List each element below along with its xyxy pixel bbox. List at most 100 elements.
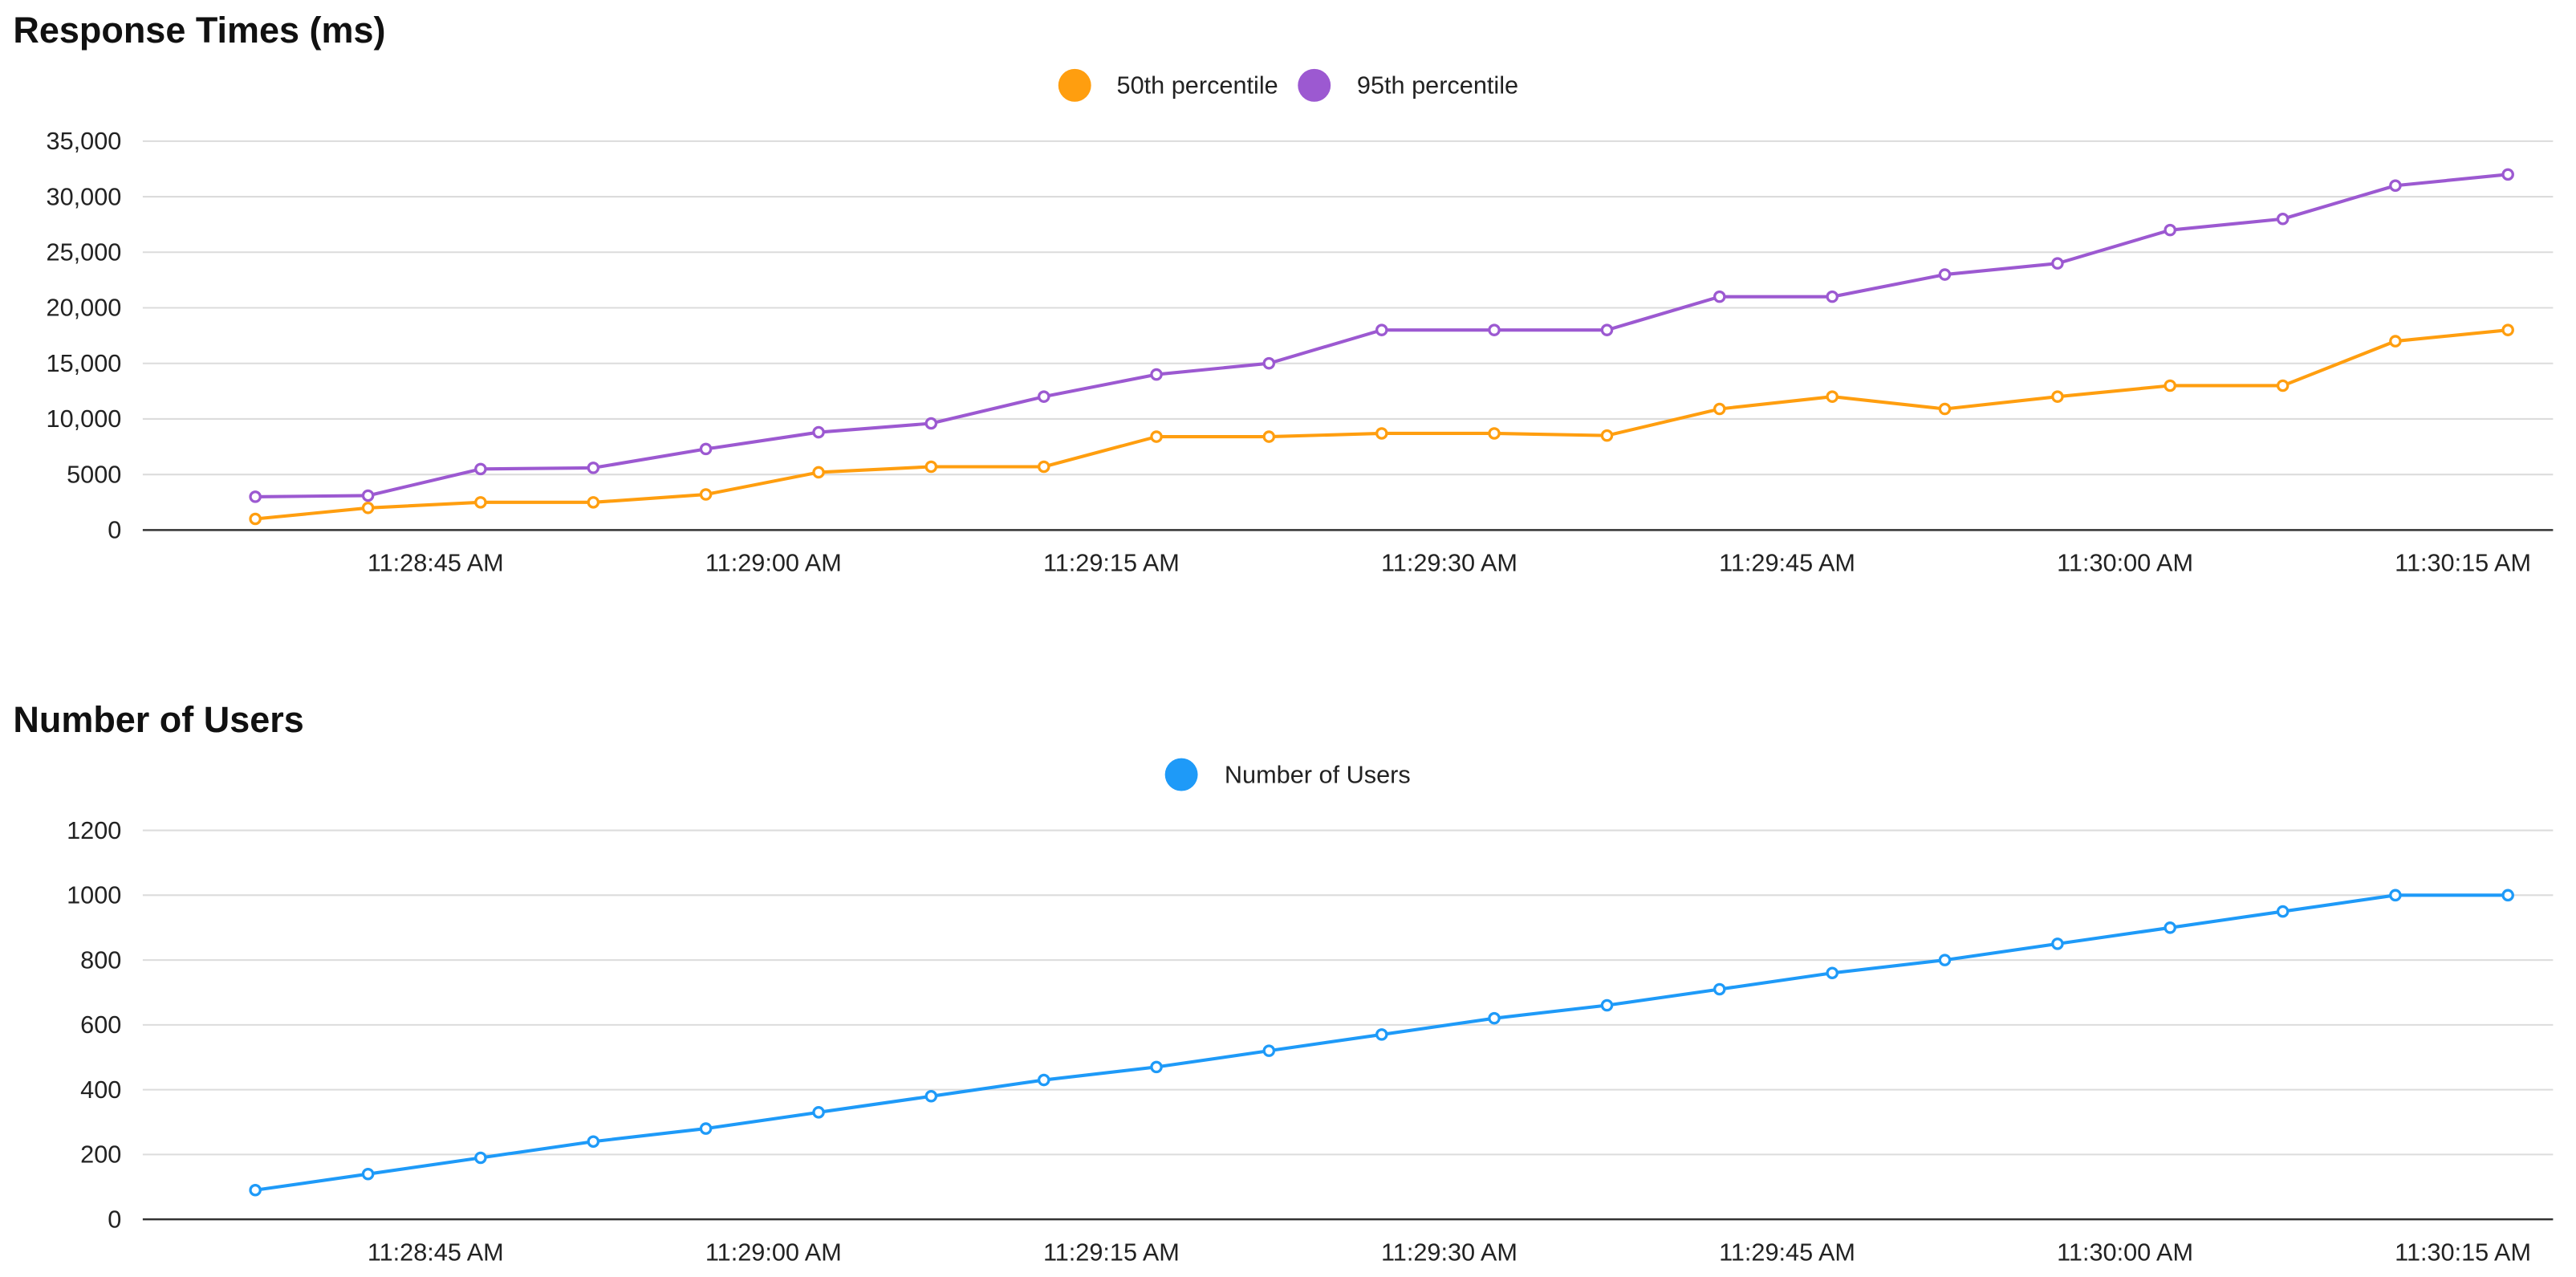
50th-percentile-point	[587, 496, 600, 509]
50th-percentile-point	[1375, 427, 1388, 440]
number-of-users-point	[361, 1167, 375, 1181]
legend-item-users[interactable]: Number of Users	[1165, 758, 1411, 791]
50th-percentile-point	[1262, 430, 1276, 443]
95th-percentile-point	[2276, 212, 2290, 226]
p95-legend-dot	[1298, 68, 1331, 102]
users-x-tick-label: 11:29:15 AM	[1043, 1238, 1180, 1266]
50th-percentile-line	[254, 328, 2509, 521]
50th-percentile-point	[361, 502, 375, 514]
number-of-users-point	[1262, 1044, 1276, 1057]
response-times-y-tick-label: 30,000	[47, 183, 122, 210]
50th-percentile-point	[2164, 379, 2176, 392]
users-y-tick-label: 1200	[67, 817, 121, 844]
number-of-users-point	[1038, 1073, 1050, 1087]
legend-label-users: Number of Users	[1224, 760, 1411, 789]
number-of-users-point	[1938, 954, 1952, 966]
response-times-y-tick-label: 5000	[67, 461, 121, 488]
response-times-x-tick-label: 11:28:45 AM	[368, 550, 504, 577]
number-of-users-point	[1600, 998, 1614, 1012]
95th-percentile-point	[812, 425, 825, 439]
95th-percentile-point	[361, 489, 375, 502]
users-legend-dot	[1165, 758, 1199, 791]
50th-percentile-point	[249, 512, 262, 526]
users-y-tick-label: 200	[80, 1141, 121, 1169]
number-of-users-point	[2051, 937, 2064, 950]
50th-percentile-point	[474, 496, 487, 509]
number-of-users-point	[1150, 1060, 1163, 1074]
50th-percentile-point	[2276, 379, 2290, 392]
users-x-tick-label: 11:29:30 AM	[1381, 1238, 1518, 1266]
50th-percentile-point	[1713, 402, 1726, 416]
number-of-users-point	[587, 1135, 600, 1148]
number-of-users-point	[474, 1151, 487, 1165]
users-x-tick-label: 11:30:15 AM	[2395, 1238, 2531, 1266]
response-times-y-tick-label: 15,000	[47, 350, 122, 377]
95th-percentile-point	[2389, 179, 2402, 193]
number-of-users-point	[924, 1090, 938, 1103]
response-times-x-tick-label: 11:29:30 AM	[1381, 550, 1518, 577]
users-x-tick-label: 11:30:00 AM	[2057, 1238, 2193, 1266]
95th-percentile-point	[924, 417, 938, 430]
95th-percentile-point	[699, 442, 713, 456]
response-times-legend: 50th percentile 95th percentile	[0, 68, 2576, 102]
number-of-users-point	[249, 1183, 262, 1197]
response-times-y-tick-label: 0	[108, 517, 121, 544]
number-of-users-point	[1826, 966, 1839, 980]
response-times-x-tick-label: 11:29:15 AM	[1043, 550, 1180, 577]
users-x-tick-label: 11:28:45 AM	[368, 1238, 504, 1266]
number-of-users-point	[812, 1106, 825, 1119]
50th-percentile-point	[1038, 460, 1050, 474]
95th-percentile-point	[1600, 323, 1614, 336]
response-times-y-tick-label: 10,000	[47, 405, 122, 433]
50th-percentile-point	[2051, 390, 2064, 403]
response-times-y-tick-label: 20,000	[47, 295, 122, 322]
95th-percentile-point	[1826, 290, 1839, 303]
number-of-users-point	[2276, 905, 2290, 918]
users-chart: 0 200 400 600 800 1000 1200 11:28:45 AM 11:29:00…	[67, 817, 2554, 1266]
response-times-x-tick-label: 11:29:00 AM	[705, 550, 842, 577]
users-y-tick-label: 800	[80, 946, 121, 974]
95th-percentile-point	[1938, 268, 1952, 281]
95th-percentile-point	[1713, 290, 1726, 303]
95th-percentile-point	[249, 490, 262, 503]
50th-percentile-point	[924, 460, 938, 474]
50th-percentile-point	[2501, 323, 2514, 336]
users-legend: Number of Users	[0, 758, 2576, 791]
response-times-y-tick-label: 25,000	[47, 239, 122, 266]
95th-percentile-point	[1262, 356, 1276, 370]
95th-percentile-point	[474, 462, 487, 476]
response-times-x-tick-label: 11:30:00 AM	[2057, 550, 2193, 577]
users-title: Number of Users	[13, 698, 304, 741]
response-times-chart: 0 5000 10,000 15,000 20,000 25,000 30,000 35,00…	[47, 128, 2554, 577]
legend-item-p95[interactable]: 95th percentile	[1298, 68, 1519, 102]
50th-percentile-point	[1826, 390, 1839, 403]
95th-percentile-point	[1150, 368, 1163, 381]
number-of-users-point	[2501, 889, 2514, 902]
50th-percentile-point	[2389, 335, 2402, 348]
50th-percentile-point	[812, 466, 825, 479]
95th-percentile-point	[1038, 390, 1050, 403]
number-of-users-point	[1375, 1028, 1388, 1041]
50th-percentile-point	[1488, 427, 1501, 440]
95th-percentile-point	[2051, 257, 2064, 270]
legend-label-p95: 95th percentile	[1356, 71, 1519, 100]
legend-label-p50: 50th percentile	[1116, 71, 1278, 100]
response-times-x-tick-label: 11:30:15 AM	[2395, 550, 2531, 577]
number-of-users-point	[1488, 1011, 1501, 1025]
number-of-users-point	[699, 1122, 713, 1135]
legend-item-p50[interactable]: 50th percentile	[1057, 68, 1278, 102]
response-times-y-tick-label: 35,000	[47, 128, 122, 155]
50th-percentile-point	[1150, 430, 1163, 443]
users-x-tick-label: 11:29:45 AM	[1719, 1238, 1855, 1266]
95th-percentile-point	[587, 462, 600, 474]
95th-percentile-point	[1488, 323, 1501, 336]
50th-percentile-point	[699, 488, 713, 501]
95th-percentile-point	[1375, 323, 1388, 336]
number-of-users-point	[1713, 982, 1726, 996]
response-times-x-tick-label: 11:29:45 AM	[1719, 550, 1855, 577]
95th-percentile-point	[2164, 223, 2176, 237]
users-x-tick-label: 11:29:00 AM	[705, 1238, 842, 1266]
number-of-users-point	[2164, 921, 2176, 934]
